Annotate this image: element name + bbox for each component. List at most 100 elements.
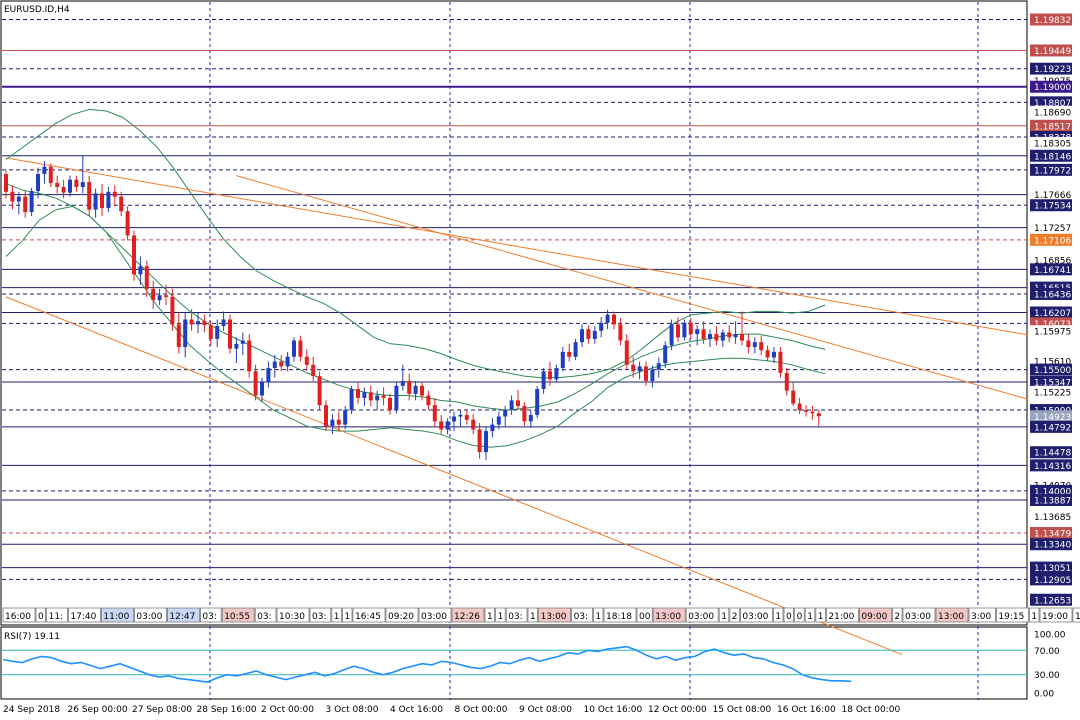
price-label-box bbox=[1030, 420, 1072, 433]
time-strip-label: 00 bbox=[639, 612, 651, 622]
price-label-box bbox=[1030, 410, 1072, 423]
candle-body bbox=[228, 319, 232, 349]
time-strip-box bbox=[902, 607, 936, 623]
time-strip: 16:00 0 11: 17:40 11:00 03:00 12:47 03: 10:55 03:… bbox=[2, 607, 1080, 623]
price-label-box bbox=[1030, 119, 1072, 132]
price-label-box bbox=[1030, 188, 1072, 201]
time-strip-box bbox=[968, 607, 996, 623]
time-strip-box bbox=[996, 607, 1029, 623]
time-strip-label: 03: bbox=[202, 612, 216, 622]
price-label-box bbox=[1030, 136, 1072, 149]
time-strip-box bbox=[571, 607, 593, 623]
candle-body bbox=[752, 342, 757, 348]
time-strip-box bbox=[685, 607, 719, 623]
trendlines bbox=[5, 157, 1031, 656]
time-strip-label: 03: bbox=[508, 612, 522, 622]
price-label-box bbox=[1030, 105, 1072, 118]
time-strip-box bbox=[254, 607, 277, 623]
time-strip-box bbox=[773, 607, 784, 623]
time-strip-box bbox=[783, 607, 795, 623]
date-label: 28 Sep 16:00 bbox=[197, 705, 257, 715]
candle-body bbox=[413, 385, 418, 394]
date-label: 2 Oct 00:00 bbox=[261, 705, 314, 715]
time-strip-label: 18:30 bbox=[1075, 612, 1080, 622]
candle-body bbox=[55, 182, 60, 187]
price-label: 1.17666 bbox=[1034, 191, 1071, 201]
date-label: 4 Oct 16:00 bbox=[390, 705, 443, 715]
price-label-box bbox=[1030, 233, 1072, 246]
candle-body bbox=[426, 395, 431, 406]
candle-body bbox=[23, 196, 28, 213]
price-label-box bbox=[1030, 325, 1072, 338]
time-strip-box bbox=[1029, 607, 1040, 623]
candle-body bbox=[125, 211, 130, 236]
candle-body bbox=[548, 371, 552, 380]
time-strip-box bbox=[505, 607, 528, 623]
candle-body bbox=[138, 266, 143, 275]
price-label-box bbox=[1030, 538, 1072, 551]
time-strip-box bbox=[46, 607, 68, 623]
candle-body bbox=[541, 371, 546, 390]
candle-body bbox=[240, 340, 245, 344]
candle-body bbox=[727, 332, 732, 338]
candle-body bbox=[599, 322, 604, 331]
time-strip-label: 16:00 bbox=[5, 612, 31, 622]
candle-body bbox=[253, 371, 258, 396]
candle-body bbox=[100, 193, 104, 208]
time-strip-box bbox=[892, 607, 903, 623]
time-strip-label: 1 bbox=[344, 612, 350, 622]
rsi-axis-label: 100.00 bbox=[1034, 631, 1066, 641]
candle-body bbox=[330, 419, 335, 427]
price-label: 1.18305 bbox=[1034, 139, 1071, 149]
candle-body bbox=[477, 429, 482, 453]
candle-body bbox=[311, 364, 316, 377]
time-strip-box bbox=[221, 607, 255, 623]
time-strip-box bbox=[2, 607, 36, 623]
bollinger-lower-line bbox=[5, 205, 826, 448]
candle-body bbox=[656, 363, 661, 370]
time-strip-label: 1 bbox=[818, 612, 824, 622]
price-label: 1.19832 bbox=[1034, 16, 1071, 26]
time-strip-label: 1 bbox=[595, 612, 601, 622]
price-label-box bbox=[1030, 263, 1072, 276]
time-strip-box bbox=[593, 607, 604, 623]
price-label-box bbox=[1030, 221, 1072, 234]
candle-body bbox=[778, 351, 783, 373]
candle-body bbox=[528, 414, 533, 422]
rsi-label: RSI(7) 19.11 bbox=[4, 632, 60, 642]
candle-body bbox=[701, 329, 706, 339]
price-label: 1.13887 bbox=[1034, 497, 1071, 507]
time-strip-box bbox=[859, 607, 892, 623]
price-label-box bbox=[1030, 254, 1072, 267]
price-label: 1.16741 bbox=[1034, 266, 1071, 276]
rsi-pane-border bbox=[0, 626, 1028, 700]
price-label-box bbox=[1030, 80, 1072, 93]
time-strip-box bbox=[418, 607, 452, 623]
time-strip-box bbox=[385, 607, 419, 623]
time-strip-label: 13:00 bbox=[541, 612, 567, 622]
time-strip-label: 10:30 bbox=[279, 612, 305, 622]
candle-body bbox=[810, 411, 815, 414]
date-label: 18 Oct 00:00 bbox=[842, 705, 901, 715]
price-label: 1.17257 bbox=[1034, 224, 1071, 234]
candle-body bbox=[394, 385, 399, 411]
price-label-box bbox=[1030, 306, 1072, 319]
candle-body bbox=[746, 340, 751, 348]
price-label: 1.17534 bbox=[1034, 202, 1071, 212]
time-strip-label: 09:00 bbox=[861, 612, 887, 622]
trendline bbox=[5, 157, 1031, 336]
time-strip-box bbox=[815, 607, 826, 623]
time-strip-box bbox=[68, 607, 101, 623]
candle-body bbox=[298, 340, 303, 357]
price-label: 1.14792 bbox=[1034, 423, 1071, 433]
time-strip-box bbox=[652, 607, 686, 623]
price-label: 1.15975 bbox=[1034, 328, 1071, 338]
candle-body bbox=[61, 186, 66, 193]
candle-body bbox=[573, 342, 578, 357]
candle-body bbox=[285, 356, 290, 367]
candle-body bbox=[714, 334, 719, 341]
time-strip-label: 1 bbox=[530, 612, 536, 622]
trendline bbox=[5, 296, 903, 656]
price-label: 1.19449 bbox=[1034, 47, 1071, 57]
